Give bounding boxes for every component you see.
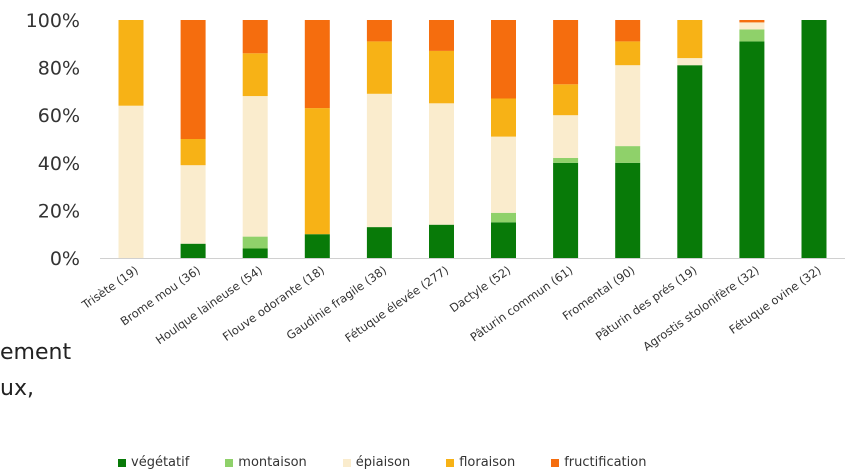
bar-segment-fructification — [615, 20, 641, 42]
legend-item: fructification — [551, 455, 646, 470]
x-axis: Trisète (19)Brome mou (36)Houlque laineu… — [79, 258, 845, 354]
legend-swatch — [342, 458, 351, 467]
bar-segment-fructification — [242, 20, 268, 54]
bar-segment-végétatif — [429, 224, 454, 258]
bar-segment-floraison — [429, 50, 454, 104]
x-tick-label: Houlque laineuse (54) — [153, 263, 265, 347]
bar-segment-fructification — [180, 20, 206, 139]
x-tick-label: Fétuque élevée (277) — [342, 263, 451, 345]
side-text-line-2: ux, — [0, 376, 34, 401]
x-tick-label: Agrostis stolonifère (32) — [640, 263, 761, 354]
legend-swatch — [225, 458, 234, 467]
x-tick-label: Gaudinie fragile (38) — [284, 263, 389, 343]
legend-swatch — [446, 458, 455, 467]
bar-segment-épiaison — [242, 96, 268, 237]
bars — [118, 20, 827, 259]
bar-segment-épiaison — [677, 58, 703, 66]
bar-segment-montaison — [553, 158, 579, 163]
y-tick-label: 0% — [50, 248, 80, 270]
bar-segment-floraison — [491, 98, 516, 137]
bar-segment-fructification — [739, 20, 765, 23]
bar-segment-végétatif — [615, 162, 641, 258]
bar-segment-épiaison — [118, 105, 144, 258]
bar-segment-floraison — [242, 53, 268, 97]
bar-segment-végétatif — [491, 222, 516, 258]
bar-segment-épiaison — [615, 65, 641, 147]
x-tick-label: Flouve odorante (18) — [220, 263, 327, 344]
legend-label: montaison — [238, 455, 307, 470]
bar-segment-fructification — [304, 20, 330, 109]
bar-segment-fructification — [491, 20, 516, 99]
y-tick-label: 60% — [38, 105, 80, 127]
bar-segment-végétatif — [801, 20, 827, 258]
x-tick-label: Trisète (19) — [79, 263, 141, 312]
bar-segment-végétatif — [180, 243, 206, 258]
bar-segment-fructification — [429, 20, 454, 51]
legend-item: épiaison — [342, 455, 411, 470]
bar-segment-floraison — [304, 108, 330, 235]
bar-segment-floraison — [553, 84, 579, 116]
bar-segment-fructification — [366, 20, 392, 42]
bar-segment-épiaison — [491, 136, 516, 213]
legend-label: floraison — [459, 455, 516, 470]
bar-segment-fructification — [553, 20, 579, 85]
legend-item: végétatif — [118, 455, 189, 470]
y-axis: 0% 20% 40% 60% 80% 100% — [26, 10, 80, 270]
bar-segment-végétatif — [242, 248, 268, 258]
bar-segment-épiaison — [739, 22, 765, 30]
bar-segment-montaison — [739, 29, 765, 42]
y-tick-label: 80% — [38, 58, 80, 80]
bar-segment-épiaison — [553, 115, 579, 158]
y-tick-label: 20% — [38, 200, 80, 222]
bar-segment-végétatif — [304, 234, 330, 258]
chart-legend: végétatif montaison épiaison floraison fruct… — [118, 455, 682, 470]
bar-segment-floraison — [118, 20, 144, 106]
legend-swatch — [551, 458, 560, 467]
bar-segment-montaison — [242, 236, 268, 249]
y-tick-label: 40% — [38, 153, 80, 175]
bar-segment-épiaison — [429, 103, 454, 225]
legend-label: fructification — [564, 455, 647, 470]
bar-segment-montaison — [615, 146, 641, 163]
bar-segment-floraison — [180, 139, 206, 166]
legend-item: montaison — [225, 455, 307, 470]
x-tick-label: Pâturin des prés (19) — [593, 263, 700, 343]
bar-segment-floraison — [677, 20, 703, 59]
bar-segment-végétatif — [739, 41, 765, 259]
y-tick-label: 100% — [26, 10, 80, 32]
x-tick-label: Pâturin commun (61) — [468, 263, 576, 344]
bar-segment-végétatif — [677, 65, 703, 258]
bar-segment-végétatif — [553, 162, 579, 258]
bar-segment-végétatif — [366, 227, 392, 258]
stacked-bar-chart: 0% 20% 40% 60% 80% 100% Trisète (19)Brome mou… — [26, 10, 845, 354]
bar-segment-floraison — [366, 41, 392, 94]
legend-item: floraison — [446, 455, 515, 470]
legend-label: végétatif — [131, 455, 190, 470]
bar-segment-épiaison — [180, 165, 206, 244]
bar-segment-épiaison — [366, 93, 392, 228]
legend-swatch — [118, 458, 126, 467]
bar-segment-floraison — [615, 41, 641, 66]
side-text-line-1: ement — [0, 340, 72, 365]
legend-label: épiaison — [355, 455, 411, 470]
bar-segment-montaison — [491, 212, 516, 223]
